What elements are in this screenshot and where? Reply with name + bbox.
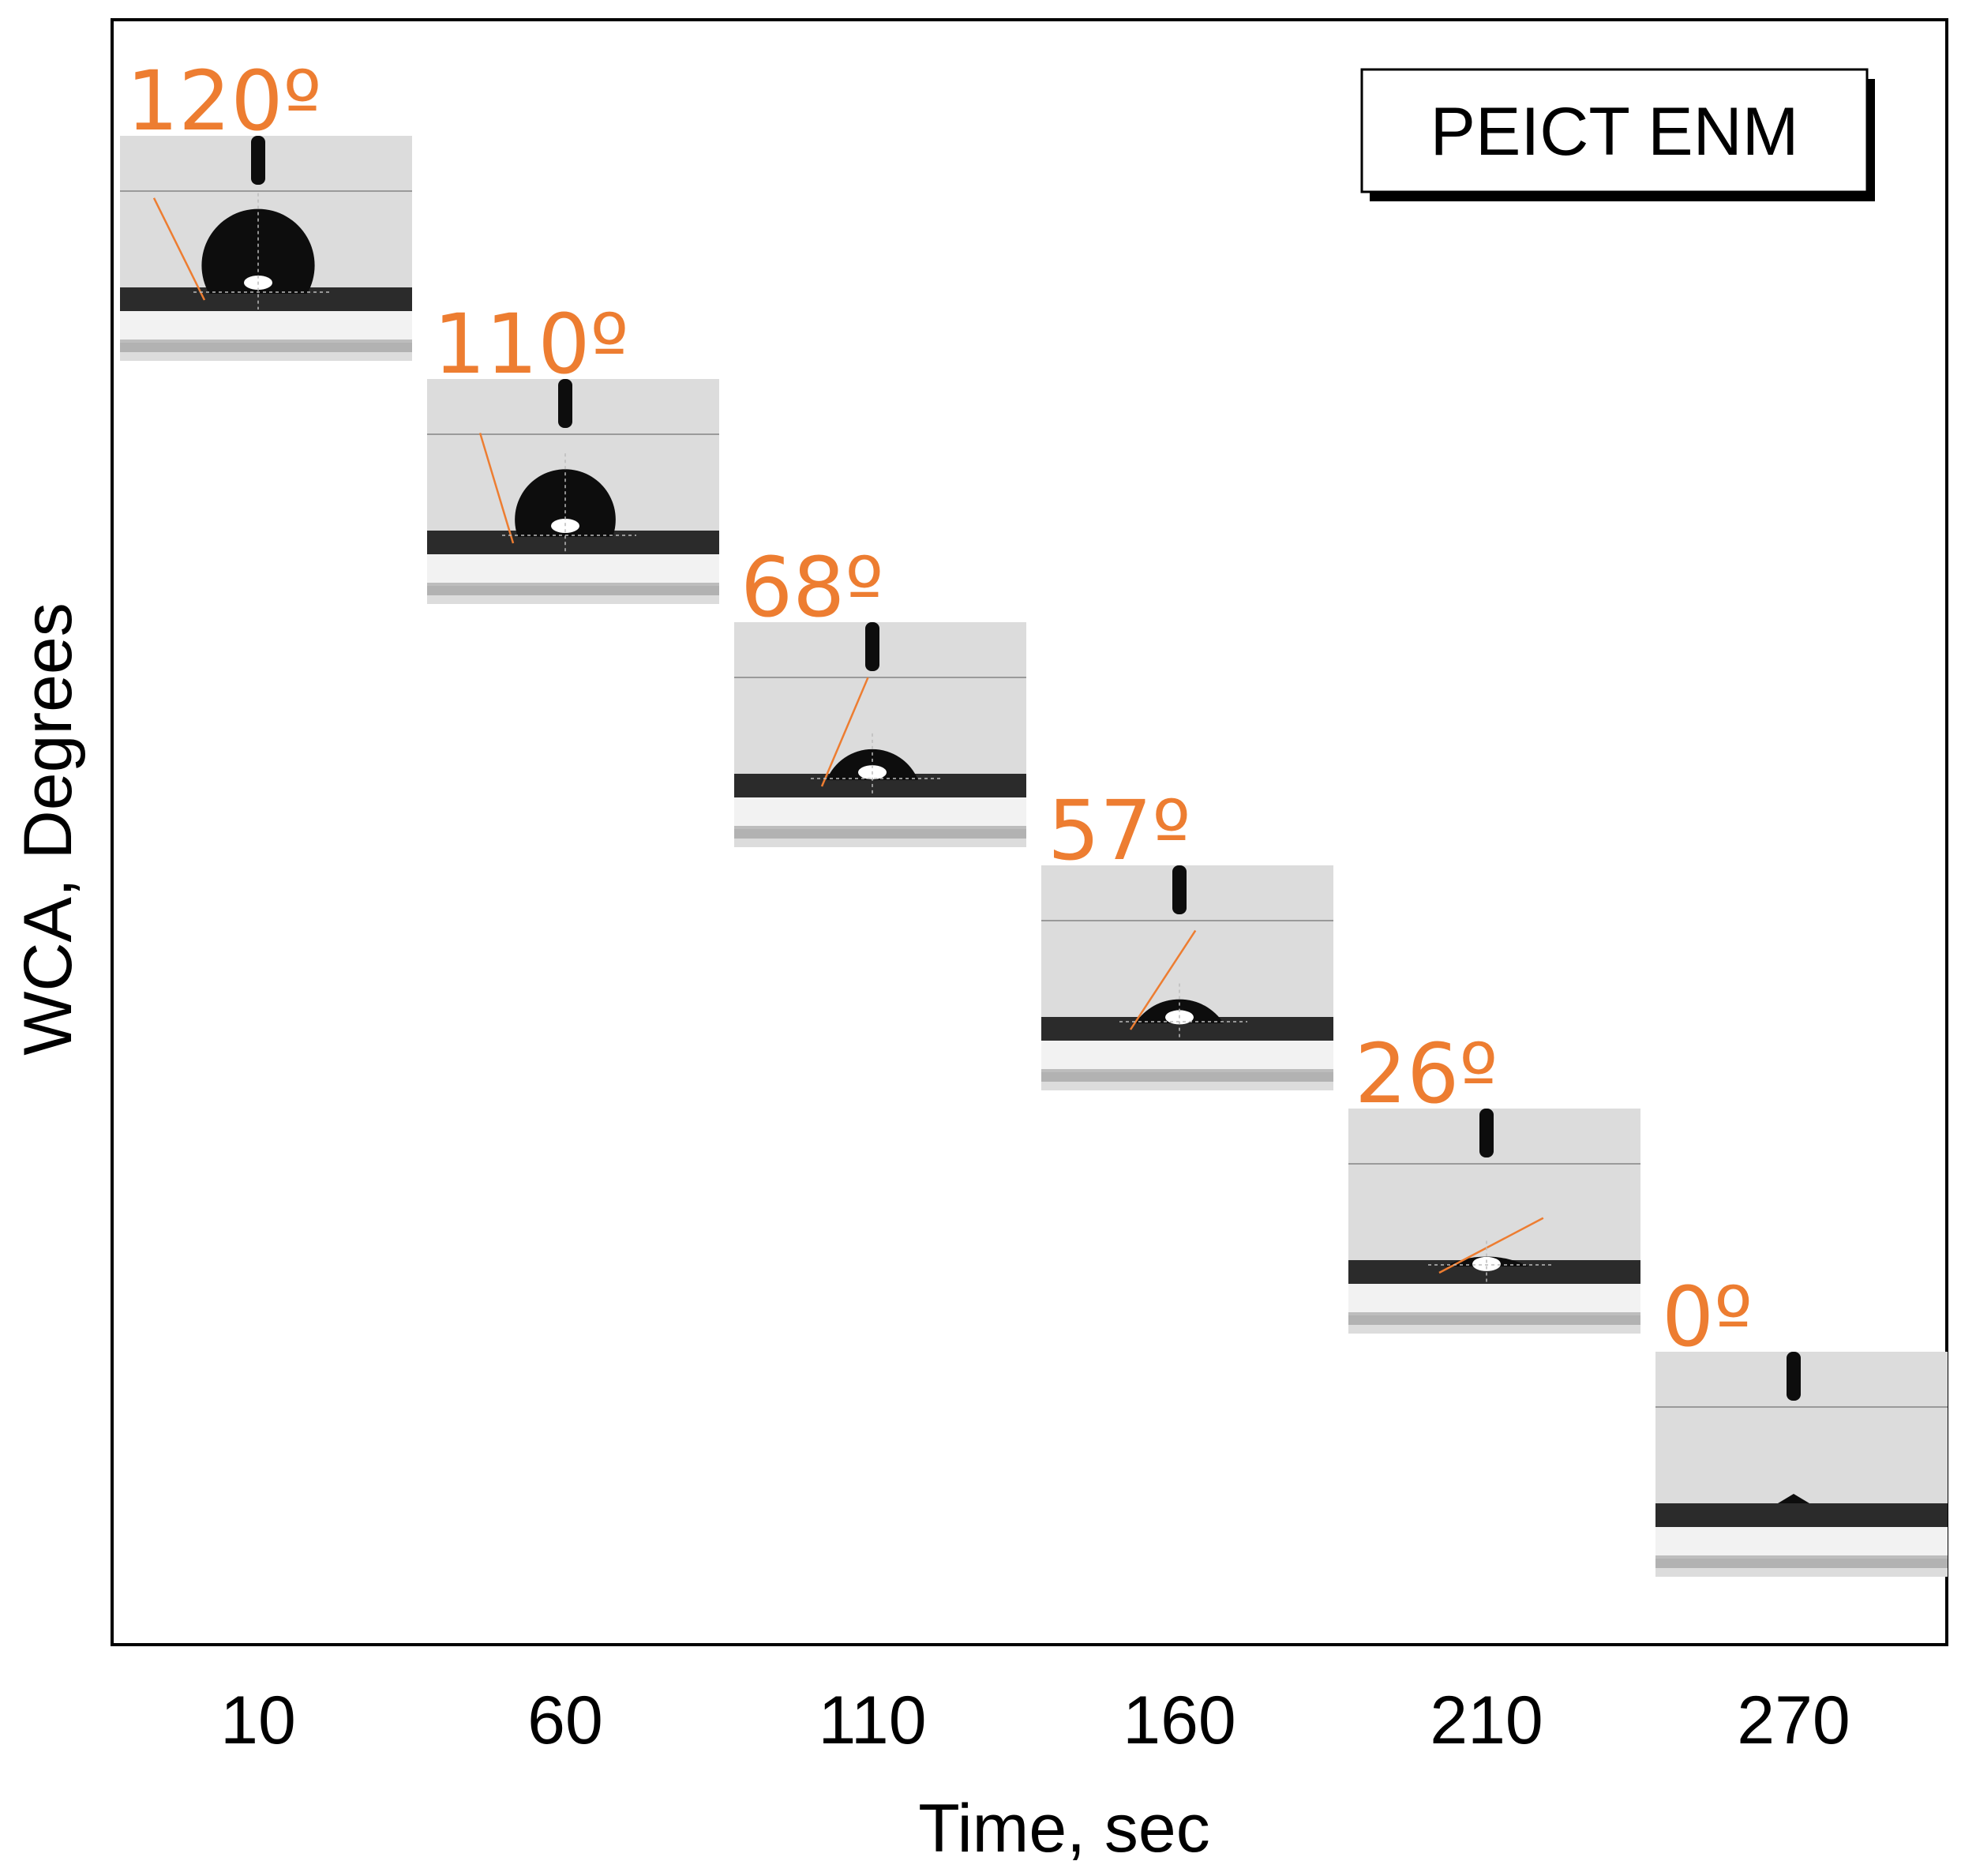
substrate-shadow [1655,1555,1948,1568]
needle [1787,1352,1801,1401]
x-tick-label-10: 10 [220,1683,296,1758]
tangent-line [820,677,869,787]
needle [865,622,879,671]
substrate-reflection [1655,1527,1948,1559]
needle [1172,865,1187,914]
angle-label-10: 120º [126,53,322,149]
x-tick-labels: 10 60 110 160 210 270 [220,1683,1850,1758]
droplet-photo-110 [734,622,1026,847]
x-tick-label-210: 210 [1430,1683,1543,1758]
droplet-photo-160 [1041,865,1333,1090]
angle-label-210: 26º [1355,1026,1498,1122]
x-axis-label: Time, sec [918,1791,1210,1867]
angle-label-110: 68º [741,539,883,636]
needle [1479,1109,1494,1157]
substrate-reflection [1041,1041,1333,1072]
droplet-photo-270 [1655,1352,1948,1577]
droplet-photo-210 [1348,1109,1640,1334]
substrate-shadow [427,583,719,595]
y-axis-label: WCA, Degrees [10,602,86,1056]
substrate-reflection [1348,1284,1640,1315]
substrate-reflection [427,554,719,586]
tangent-line [152,197,206,301]
substrate [1655,1503,1948,1527]
substrate-shadow [1348,1312,1640,1325]
tangent-line [478,433,515,544]
needle [251,136,265,185]
substrate-shadow [120,340,412,352]
droplet-photo-10 [120,136,412,361]
tangent-line [1129,929,1197,1030]
legend-label: PEICT ENM [1430,94,1799,170]
tangent-line [1438,1217,1544,1274]
droplet-markers: 120º 110º 68º 57º 26º 0º [120,53,1948,1577]
angle-label-160: 57º [1048,782,1190,879]
water-droplet [827,749,918,780]
x-tick-label-110: 110 [818,1683,926,1758]
plot-frame [111,18,1948,1646]
needle [558,379,572,428]
substrate-shadow [734,826,1026,839]
droplet-photo-60 [427,379,719,604]
spread-droplet [1778,1494,1809,1503]
droplet-highlight [1472,1256,1501,1271]
angle-label-270: 0º [1662,1269,1753,1365]
x-tick-label-160: 160 [1123,1683,1236,1758]
substrate-shadow [1041,1069,1333,1082]
substrate-reflection [120,311,412,343]
legend: PEICT ENM [1360,68,1875,201]
x-tick-label-270: 270 [1737,1683,1850,1758]
legend-box [1360,68,1869,193]
water-droplet [515,469,616,537]
x-tick-label-60: 60 [527,1683,603,1758]
angle-label-60: 110º [433,296,629,392]
substrate-reflection [734,797,1026,829]
